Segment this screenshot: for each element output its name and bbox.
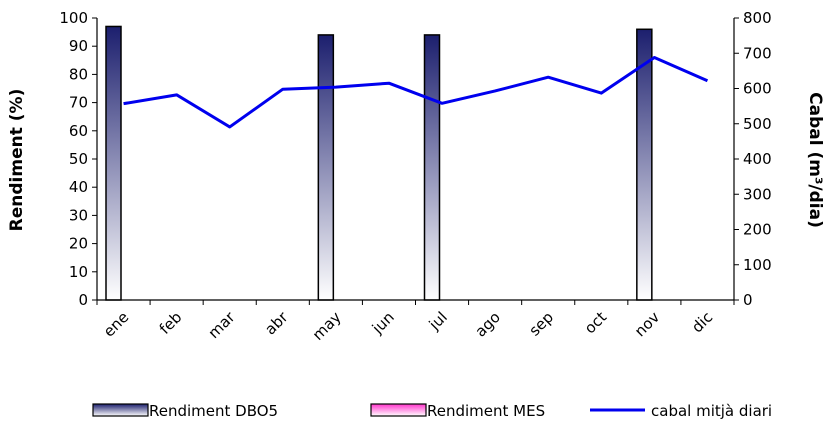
y2-tick-label: 700 (743, 44, 772, 62)
y-tick-label: 30 (69, 206, 88, 224)
legend-dbo5-label: Rendiment DBO5 (149, 402, 278, 420)
x-tick-label: jul (425, 308, 451, 334)
y-tick-label: 80 (69, 65, 88, 83)
y2-tick-label: 300 (743, 185, 772, 203)
x-tick-label: oct (581, 308, 610, 337)
y2-tick-label: 500 (743, 115, 772, 133)
x-tick-label: nov (631, 308, 663, 340)
y-tick-label: 20 (69, 235, 88, 253)
y2-tick-label: 100 (743, 256, 772, 274)
y-tick-label: 100 (59, 9, 88, 27)
x-tick-label: ene (100, 308, 133, 341)
y-axis-title: Rendiment (%) (7, 89, 27, 232)
y-tick-label: 40 (69, 178, 88, 196)
y2-tick-label: 600 (743, 80, 772, 98)
y-tick-label: 90 (69, 37, 88, 55)
plot-area: 0 10 20 30 40 50 60 70 80 90 100 0 100 200 300 400 500 60… (59, 9, 771, 344)
y-tick-label: 60 (69, 122, 88, 140)
legend: Rendiment DBO5 Rendiment MES cabal mitjà d… (92, 402, 772, 420)
x-tick-label: mar (205, 308, 240, 343)
x-tick-label: abr (261, 308, 292, 339)
x-tick-label: dic (688, 308, 716, 336)
x-tick-label: sep (526, 308, 558, 340)
bar-dbo5-ene (105, 25, 122, 301)
bar-dbo5-jul (423, 34, 441, 301)
legend-dbo5-swatch (92, 403, 149, 417)
y2-tick-label: 0 (743, 291, 753, 309)
y2-tick-label: 800 (743, 9, 772, 27)
y2-axis-title: Cabal (m³/dia) (805, 92, 825, 228)
x-tick-label: jun (368, 308, 398, 338)
x-tick-label: ago (472, 308, 504, 340)
legend-mes-swatch (370, 403, 427, 417)
legend-cabal-label: cabal mitjà diari (651, 402, 772, 420)
y-tick-label: 0 (78, 291, 88, 309)
y-tick-label: 50 (69, 150, 88, 168)
bar-dbo5-may (317, 34, 335, 301)
bar-dbo5-nov (636, 28, 653, 301)
y2-tick-label: 400 (743, 150, 772, 168)
y-tick-label: 70 (69, 94, 88, 112)
line-cabal-mitja-diari (123, 55, 709, 129)
y2-tick-label: 200 (743, 221, 772, 239)
x-tick-label: may (309, 308, 345, 344)
y-tick-label: 10 (69, 263, 88, 281)
x-tick-label: feb (156, 308, 186, 338)
legend-mes-label: Rendiment MES (427, 402, 545, 420)
